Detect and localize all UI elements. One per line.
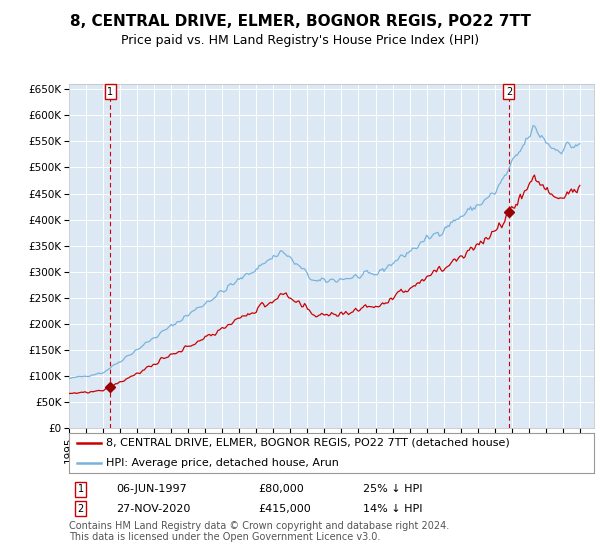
- Text: 27-NOV-2020: 27-NOV-2020: [116, 503, 191, 514]
- Text: £80,000: £80,000: [258, 484, 304, 494]
- Text: 8, CENTRAL DRIVE, ELMER, BOGNOR REGIS, PO22 7TT (detached house): 8, CENTRAL DRIVE, ELMER, BOGNOR REGIS, P…: [106, 438, 509, 448]
- Text: Price paid vs. HM Land Registry's House Price Index (HPI): Price paid vs. HM Land Registry's House …: [121, 34, 479, 46]
- Text: 25% ↓ HPI: 25% ↓ HPI: [363, 484, 422, 494]
- Text: HPI: Average price, detached house, Arun: HPI: Average price, detached house, Arun: [106, 458, 338, 468]
- Text: 2: 2: [506, 87, 512, 97]
- Text: Contains HM Land Registry data © Crown copyright and database right 2024.
This d: Contains HM Land Registry data © Crown c…: [69, 521, 449, 542]
- Text: £415,000: £415,000: [258, 503, 311, 514]
- Text: 14% ↓ HPI: 14% ↓ HPI: [363, 503, 422, 514]
- Text: 8, CENTRAL DRIVE, ELMER, BOGNOR REGIS, PO22 7TT: 8, CENTRAL DRIVE, ELMER, BOGNOR REGIS, P…: [70, 14, 530, 29]
- Text: 1: 1: [107, 87, 113, 97]
- Text: 06-JUN-1997: 06-JUN-1997: [116, 484, 187, 494]
- Text: 2: 2: [77, 503, 83, 514]
- Text: 1: 1: [77, 484, 83, 494]
